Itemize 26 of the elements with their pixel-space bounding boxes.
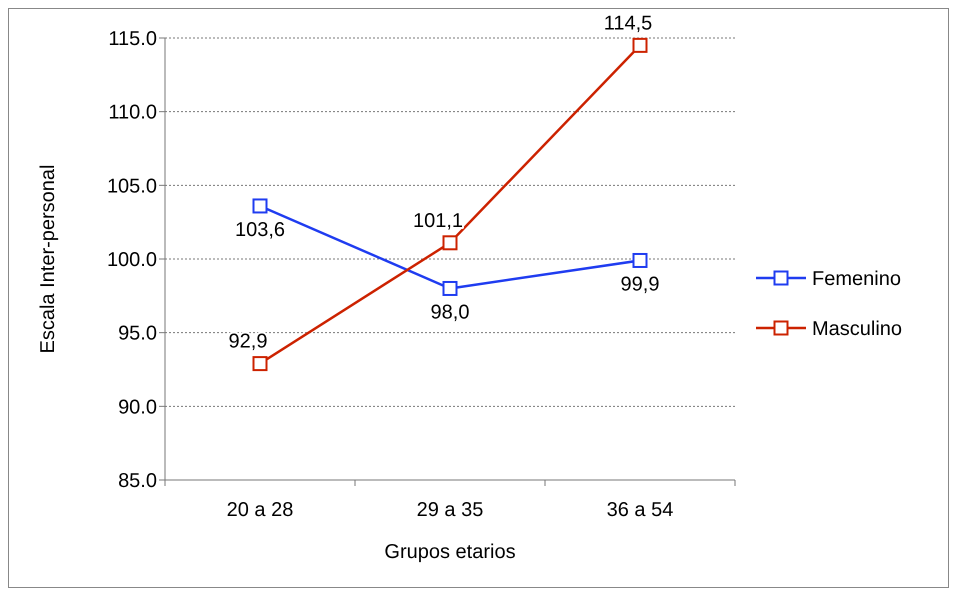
y-tick-label: 95.0 bbox=[118, 322, 157, 345]
point bbox=[252, 198, 268, 214]
legend-label: Femenino bbox=[812, 268, 901, 290]
data-label: 98,0 bbox=[430, 301, 470, 324]
data-label: 99,9 bbox=[620, 273, 660, 296]
data-label: 103,6 bbox=[234, 218, 286, 241]
y-axis-title: Escala Inter-personal bbox=[37, 164, 59, 354]
y-tick-label: 90.0 bbox=[118, 396, 157, 418]
point bbox=[632, 252, 648, 268]
y-tick-label: 100.0 bbox=[106, 249, 157, 271]
point bbox=[442, 235, 458, 250]
legend-label: Masculino bbox=[812, 318, 902, 340]
x-axis-title: Grupos etarios bbox=[384, 541, 516, 563]
x-tick-label: 29 a 35 bbox=[416, 499, 484, 521]
x-tick-label: 36 a 54 bbox=[606, 499, 674, 521]
point bbox=[632, 38, 648, 53]
x-tick-label: 20 a 28 bbox=[226, 499, 294, 521]
point bbox=[252, 356, 268, 372]
data-label: 92,9 bbox=[228, 330, 268, 353]
y-tick-label: 105.0 bbox=[106, 175, 157, 198]
point bbox=[442, 280, 458, 296]
data-label: 101,1 bbox=[412, 210, 464, 232]
y-tick-label: 110.0 bbox=[108, 102, 157, 124]
data-label: 114,5 bbox=[604, 12, 652, 34]
y-tick-label: 85.0 bbox=[118, 470, 157, 492]
y-tick-label: 115.0 bbox=[108, 28, 157, 50]
